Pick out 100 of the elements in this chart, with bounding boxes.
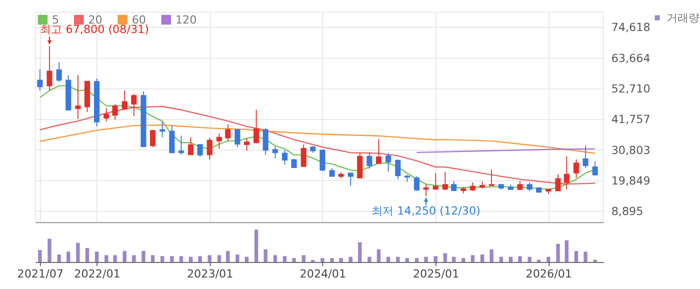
legend-label: 120 xyxy=(175,13,197,26)
candlestick xyxy=(488,169,494,186)
candlestick xyxy=(244,137,250,152)
bar xyxy=(85,248,90,262)
bar xyxy=(104,255,108,262)
bar xyxy=(142,250,146,262)
candlestick xyxy=(582,145,588,169)
candlestick xyxy=(169,125,175,154)
bar xyxy=(38,250,42,262)
bar xyxy=(76,242,80,262)
bar xyxy=(518,256,522,262)
bar xyxy=(264,249,268,262)
candlestick xyxy=(197,144,203,158)
candlestick xyxy=(46,46,52,92)
bar xyxy=(443,253,448,262)
candlestick xyxy=(300,144,306,167)
bar xyxy=(113,255,117,262)
bar xyxy=(160,256,164,262)
x-tick-label: 2024/01 xyxy=(300,267,346,280)
x-tick-label: 2021/07 xyxy=(17,267,64,280)
bar xyxy=(462,258,466,262)
candlestick xyxy=(188,136,194,156)
bar xyxy=(292,258,296,262)
bar xyxy=(198,256,202,262)
bar xyxy=(273,255,278,262)
bar xyxy=(66,252,70,262)
bar xyxy=(320,258,324,262)
candlestick xyxy=(234,128,240,148)
bar xyxy=(282,256,287,262)
candlestick xyxy=(442,171,448,190)
candlestick xyxy=(386,152,392,172)
y-tick-label: 52,710 xyxy=(611,82,650,96)
candlestick xyxy=(414,176,420,192)
candlestick xyxy=(366,152,372,170)
candlestick xyxy=(555,174,561,192)
candlestick xyxy=(206,137,212,160)
annotation: 최저 14,250 (12/30) xyxy=(372,204,480,218)
candlestick xyxy=(150,129,156,148)
candlestick xyxy=(160,121,166,138)
bar xyxy=(480,254,484,262)
candlestick xyxy=(357,152,363,179)
x-tick-label: 2026/01 xyxy=(526,267,572,280)
bar xyxy=(368,256,372,262)
bar xyxy=(254,230,258,262)
y-tick-label: 74,618 xyxy=(611,21,650,34)
candlestick xyxy=(225,124,231,142)
bar xyxy=(386,256,390,262)
bar xyxy=(414,258,419,262)
candlestick xyxy=(37,68,43,92)
bar xyxy=(358,242,362,262)
candlestick xyxy=(262,128,268,156)
bar xyxy=(508,256,513,262)
bar xyxy=(302,255,306,262)
bar xyxy=(424,256,428,262)
x-tick-label: 2023/01 xyxy=(186,267,234,280)
bar xyxy=(499,256,503,262)
candlestick xyxy=(282,150,288,166)
bar xyxy=(94,252,99,262)
candlestick xyxy=(573,158,580,178)
candlestick xyxy=(254,109,260,144)
bar xyxy=(396,256,400,262)
candlestick xyxy=(112,104,118,120)
candlestick xyxy=(564,156,570,190)
bar xyxy=(434,256,438,262)
candlestick xyxy=(423,184,429,196)
bar xyxy=(330,258,334,262)
candlestick xyxy=(272,146,278,159)
bar xyxy=(574,250,578,262)
candlestick xyxy=(56,62,62,83)
bar xyxy=(348,256,352,262)
y-tick-label: 63,664 xyxy=(611,52,650,65)
bar xyxy=(405,258,410,262)
x-tick-label: 2025/01 xyxy=(412,267,460,280)
candlestick xyxy=(104,107,110,122)
bar xyxy=(150,255,155,262)
bar xyxy=(217,255,222,262)
bar xyxy=(244,256,249,262)
bar xyxy=(339,258,343,262)
y-tick-label: 19,849 xyxy=(611,174,650,188)
candlestick xyxy=(131,93,137,116)
y-tick-label: 8,895 xyxy=(611,205,644,218)
bar xyxy=(528,256,532,262)
bar xyxy=(236,254,240,262)
bar xyxy=(556,244,560,262)
candlestick xyxy=(592,160,598,176)
candlestick xyxy=(216,132,222,150)
candlestick xyxy=(432,172,438,190)
legend-label: 거래량 xyxy=(666,11,700,24)
bar xyxy=(122,250,126,262)
bar xyxy=(564,240,569,262)
bar xyxy=(490,249,494,262)
candlestick xyxy=(348,172,354,186)
bar xyxy=(226,250,230,262)
candlestick xyxy=(320,149,326,172)
candlestick xyxy=(178,135,184,156)
candlestick xyxy=(75,74,81,120)
candlestick xyxy=(122,90,128,110)
candlestick xyxy=(395,158,401,180)
line-series xyxy=(39,124,596,154)
bar xyxy=(188,256,193,262)
